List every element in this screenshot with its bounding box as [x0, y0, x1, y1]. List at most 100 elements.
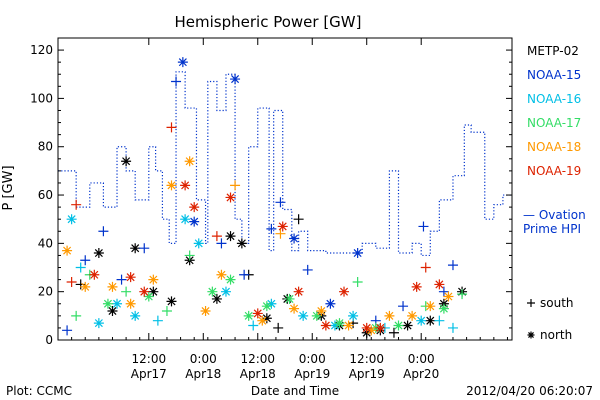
data-point-noaa-17-north — [243, 310, 254, 321]
data-point-noaa-19-north — [125, 272, 136, 283]
data-point-noaa-15-south — [447, 260, 458, 271]
data-point-noaa-17-north — [284, 293, 295, 304]
data-point-metp-02-north — [425, 315, 436, 326]
data-point-noaa-19-north — [189, 202, 200, 213]
data-point-noaa-16-north — [66, 214, 77, 225]
y-tick-label: 40 — [38, 236, 53, 250]
data-point-noaa-15-south — [171, 76, 182, 87]
data-point-noaa-16-north — [348, 310, 359, 321]
data-point-noaa-15-north — [230, 74, 241, 85]
y-axis-ticks: 0 20 40 60 80 100 120 — [30, 43, 512, 347]
data-point-noaa-18-north — [200, 306, 211, 317]
data-point-metp-02-north — [121, 156, 132, 167]
ovation-prime-hpi-line-group — [58, 71, 512, 257]
x-tick-label-date: Apr17 — [131, 367, 167, 381]
data-point-metp-02-north — [261, 313, 272, 324]
data-point-noaa-17-north — [438, 303, 449, 314]
data-point-noaa-19-north — [434, 279, 445, 290]
ovation-prime-hpi-line — [58, 71, 512, 257]
data-point-noaa-18-north — [366, 325, 377, 336]
data-point-noaa-15-north — [189, 216, 200, 227]
data-point-metp-02-north — [225, 231, 236, 242]
data-point-noaa-18-north — [343, 320, 354, 331]
data-point-noaa-18-south — [275, 228, 286, 239]
data-point-noaa-17-north — [393, 320, 404, 331]
data-point-noaa-16-north — [112, 298, 123, 309]
data-point-noaa-19-south — [71, 199, 82, 210]
data-point-noaa-18-north — [443, 291, 454, 302]
data-point-metp-02-south — [293, 214, 304, 225]
y-tick-label: 100 — [30, 91, 53, 105]
data-point-noaa-18-north — [257, 315, 268, 326]
data-point-noaa-16-north — [193, 238, 204, 249]
footer-timestamp: 2012/04/20 06:20:07 — [466, 384, 593, 398]
data-point-noaa-17-south — [184, 250, 195, 261]
data-point-noaa-16-north — [266, 298, 277, 309]
data-point-noaa-15-north — [177, 57, 188, 68]
data-point-noaa-15-south — [98, 226, 109, 237]
data-point-noaa-15-south — [80, 255, 91, 266]
x-tick-label-time: 12:00 — [349, 352, 384, 366]
data-point-metp-02-north — [166, 296, 177, 307]
data-point-noaa-17-south — [352, 277, 363, 288]
data-point-metp-02-north — [93, 248, 104, 259]
chart-title: Hemispheric Power [GW] — [175, 13, 362, 31]
y-tick-label: 80 — [38, 140, 53, 154]
x-tick-label-time: 12:00 — [132, 352, 167, 366]
data-point-noaa-17-north — [311, 310, 322, 321]
x-tick-label-time: 0:00 — [408, 352, 435, 366]
legend-marker-north — [527, 331, 535, 339]
data-point-noaa-16-north — [329, 320, 340, 331]
data-point-noaa-15-north — [289, 233, 300, 244]
data-point-noaa-19-north — [225, 192, 236, 203]
data-point-noaa-17-north — [261, 301, 272, 312]
data-point-metp-02-south — [388, 327, 399, 338]
data-point-noaa-18-north — [148, 274, 159, 285]
data-point-noaa-17-south — [71, 310, 82, 321]
x-tick-label-time: 0:00 — [299, 352, 326, 366]
data-point-noaa-19-south — [420, 262, 431, 273]
legend-entry: NOAA-19 — [527, 164, 581, 178]
data-point-noaa-16-north — [180, 214, 191, 225]
data-point-noaa-19-north — [252, 308, 263, 319]
data-point-noaa-19-north — [361, 322, 372, 333]
data-point-noaa-18-north — [384, 310, 395, 321]
x-tick-label-date: Apr18 — [240, 367, 276, 381]
data-point-metp-02-north — [107, 306, 118, 317]
data-point-noaa-18-north — [125, 298, 136, 309]
data-point-noaa-19-north — [339, 286, 350, 297]
y-tick-label: 120 — [30, 43, 53, 57]
data-point-noaa-19-north — [89, 269, 100, 280]
data-point-noaa-15-south — [239, 269, 250, 280]
legend-entry: NOAA-18 — [527, 140, 581, 154]
legend-hpi-label: Prime HPI — [523, 222, 581, 236]
data-point-noaa-15-south — [216, 238, 227, 249]
data-point-noaa-18-north — [216, 269, 227, 280]
data-point-noaa-15-south — [116, 274, 127, 285]
y-tick-label: 60 — [38, 188, 53, 202]
legend-entry: METP-02 — [527, 44, 579, 58]
data-point-noaa-17-south — [457, 289, 468, 300]
data-point-noaa-15-south — [62, 325, 73, 336]
data-point-noaa-15-north — [352, 248, 363, 259]
data-point-noaa-18-north — [107, 281, 118, 292]
data-point-noaa-19-north — [411, 281, 422, 292]
data-point-noaa-17-north — [207, 286, 218, 297]
y-tick-label: 20 — [38, 285, 53, 299]
x-tick-label-time: 0:00 — [190, 352, 217, 366]
data-point-noaa-15-south — [266, 223, 277, 234]
data-point-noaa-18-south — [230, 180, 241, 191]
x-axis-ticks: 12:00Apr170:00Apr1812:00Apr180:00Apr1912… — [57, 38, 508, 381]
legend-hpi-label: — Ovation — [523, 208, 586, 222]
data-point-noaa-19-south — [166, 122, 177, 133]
legend-entry: NOAA-17 — [527, 116, 581, 130]
y-tick-label: 0 — [45, 333, 53, 347]
data-point-metp-02-north — [402, 320, 413, 331]
data-point-metp-02-north — [236, 238, 247, 249]
data-point-noaa-17-south — [121, 286, 132, 297]
data-point-noaa-19-north — [139, 286, 150, 297]
data-point-noaa-18-north — [316, 306, 327, 317]
satellite-points-group — [62, 57, 468, 338]
data-point-noaa-16-south — [152, 315, 163, 326]
x-tick-label-date: Apr19 — [294, 367, 330, 381]
